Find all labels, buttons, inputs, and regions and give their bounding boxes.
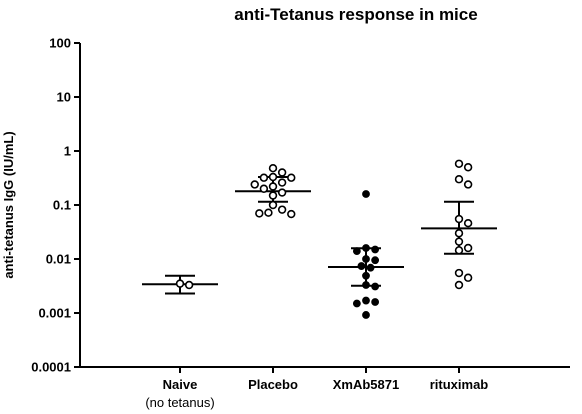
data-point bbox=[371, 245, 380, 254]
x-category-label: XmAb5871 bbox=[333, 377, 399, 392]
x-category-label: Naive bbox=[163, 377, 198, 392]
group-naive bbox=[142, 274, 218, 295]
data-point bbox=[463, 180, 473, 189]
data-point bbox=[268, 172, 278, 182]
data-point bbox=[268, 182, 278, 191]
y-axis-ticks: 100 10 1 0.1 0.01 0.001 0.0001 bbox=[31, 36, 80, 375]
data-point bbox=[362, 296, 370, 305]
group-placebo bbox=[235, 164, 311, 219]
data-point bbox=[454, 175, 464, 184]
group-rituximab bbox=[421, 159, 497, 290]
data-point bbox=[277, 168, 287, 177]
data-point bbox=[362, 190, 370, 198]
x-category-label: Placebo bbox=[248, 377, 298, 392]
data-point bbox=[287, 209, 296, 219]
group-xmab5871 bbox=[328, 190, 404, 319]
data-groups bbox=[142, 159, 497, 319]
chart-title: anti-Tetanus response in mice bbox=[234, 5, 477, 24]
data-point bbox=[352, 299, 361, 308]
data-point bbox=[259, 184, 269, 193]
data-point bbox=[371, 298, 380, 306]
x-axis-ticks: Naive (no tetanus) Placebo XmAb5871 rituxima… bbox=[145, 367, 488, 410]
data-point bbox=[250, 180, 259, 189]
data-point bbox=[268, 164, 278, 173]
y-tick-label: 0.001 bbox=[38, 306, 71, 321]
data-point bbox=[264, 208, 273, 217]
data-point bbox=[362, 271, 370, 280]
data-point bbox=[268, 200, 278, 210]
data-point bbox=[352, 247, 361, 256]
data-point bbox=[454, 159, 464, 168]
y-tick-label: 0.1 bbox=[53, 198, 71, 213]
data-point bbox=[362, 244, 370, 252]
data-point bbox=[463, 163, 473, 172]
y-tick-label: 1 bbox=[64, 144, 71, 159]
data-point bbox=[287, 173, 296, 182]
data-point bbox=[371, 256, 380, 265]
data-point bbox=[454, 246, 464, 255]
data-point bbox=[454, 214, 464, 224]
data-point bbox=[277, 178, 287, 187]
x-category-sublabel: (no tetanus) bbox=[145, 395, 214, 410]
data-point bbox=[255, 209, 264, 218]
data-point bbox=[463, 219, 473, 228]
y-tick-label: 10 bbox=[57, 90, 71, 105]
y-axis-label: anti-tetanus IgG (IU/mL) bbox=[1, 131, 16, 278]
data-point bbox=[184, 280, 194, 290]
data-point bbox=[454, 280, 464, 290]
data-point bbox=[175, 279, 185, 288]
data-point bbox=[357, 262, 366, 270]
data-point bbox=[268, 191, 278, 200]
y-tick-label: 0.01 bbox=[46, 252, 71, 267]
data-point bbox=[277, 188, 287, 197]
y-tick-label: 0.0001 bbox=[31, 360, 71, 375]
data-point bbox=[277, 205, 287, 214]
data-point bbox=[366, 263, 375, 272]
data-point bbox=[463, 273, 473, 282]
data-point bbox=[454, 268, 464, 278]
y-tick-label: 100 bbox=[49, 36, 71, 51]
data-point bbox=[362, 281, 370, 289]
data-point bbox=[454, 237, 464, 246]
x-category-label: rituximab bbox=[430, 377, 489, 392]
data-point bbox=[454, 229, 464, 238]
data-point bbox=[362, 255, 370, 263]
data-point bbox=[362, 311, 370, 319]
data-point bbox=[259, 173, 269, 182]
data-point bbox=[371, 282, 380, 291]
data-point bbox=[463, 243, 473, 253]
